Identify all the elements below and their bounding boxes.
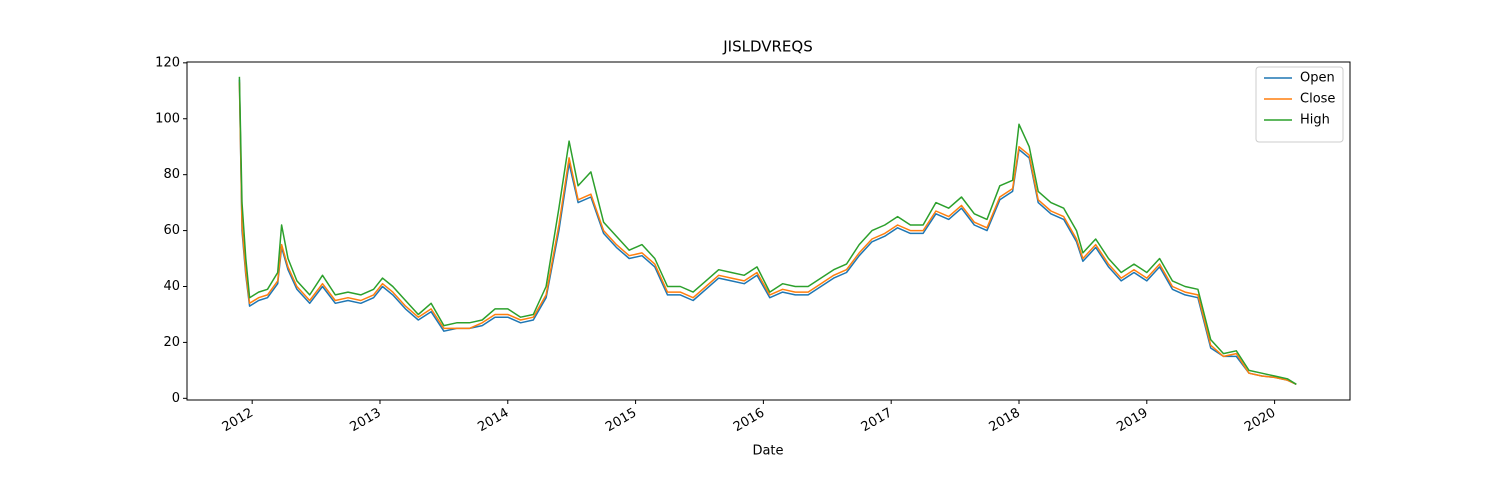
y-tick-label: 60 xyxy=(163,223,180,238)
line-series xyxy=(238,76,1297,385)
y-tick-label: 80 xyxy=(163,167,180,182)
x-tick-label: 2013 xyxy=(348,406,384,436)
legend-label: Close xyxy=(1300,92,1335,107)
line-series xyxy=(238,79,1297,385)
y-tick-label: 120 xyxy=(155,55,180,70)
x-tick-label: 2015 xyxy=(603,406,639,436)
x-tick-label: 2014 xyxy=(475,406,511,436)
legend-label: High xyxy=(1300,113,1330,128)
y-tick-label: 0 xyxy=(172,391,180,406)
x-tick-label: 2020 xyxy=(1242,406,1278,436)
line-series xyxy=(238,82,1297,385)
x-tick-label: 2019 xyxy=(1114,406,1150,436)
y-tick-label: 40 xyxy=(163,279,180,294)
x-tick-label: 2016 xyxy=(731,406,767,436)
axes-frame xyxy=(186,61,1351,401)
y-tick-label: 100 xyxy=(155,111,180,126)
legend-label: Open xyxy=(1300,71,1335,86)
x-tick-label: 2017 xyxy=(859,406,895,436)
y-tick-label: 20 xyxy=(163,335,180,350)
legend-box xyxy=(1255,66,1344,143)
x-axis-label: Date xyxy=(752,444,783,459)
x-tick-label: 2018 xyxy=(987,406,1023,436)
x-tick-label: 2012 xyxy=(220,406,256,436)
chart-title: JISLDVREQS xyxy=(722,38,813,56)
